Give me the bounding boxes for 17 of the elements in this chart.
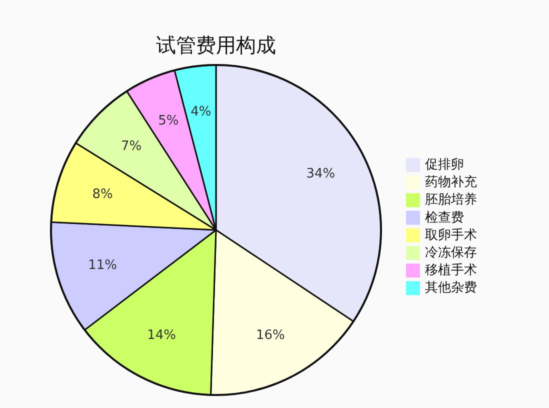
legend-label: 取卵手术 (425, 228, 477, 243)
legend-label: 其他杂费 (425, 280, 477, 296)
legend-label: 胚胎培养 (425, 192, 477, 208)
data-label: 11% (88, 258, 118, 273)
data-label: 7% (121, 139, 142, 154)
data-label: 4% (190, 104, 212, 120)
legend-label: 促排卵 (425, 158, 464, 172)
legend-label: 移植手术 (425, 263, 477, 278)
legend-label: 冷冻保存 (425, 246, 477, 260)
data-label: 5% (158, 114, 179, 129)
legend-label: 检查费 (425, 210, 464, 226)
data-label: 16% (256, 328, 285, 344)
data-label: 8% (92, 187, 113, 202)
legend-label: 药物补充 (425, 175, 477, 190)
chart-title: 试管费用构成 (156, 33, 276, 57)
data-label: 34% (306, 166, 336, 182)
data-label: 14% (147, 328, 176, 344)
